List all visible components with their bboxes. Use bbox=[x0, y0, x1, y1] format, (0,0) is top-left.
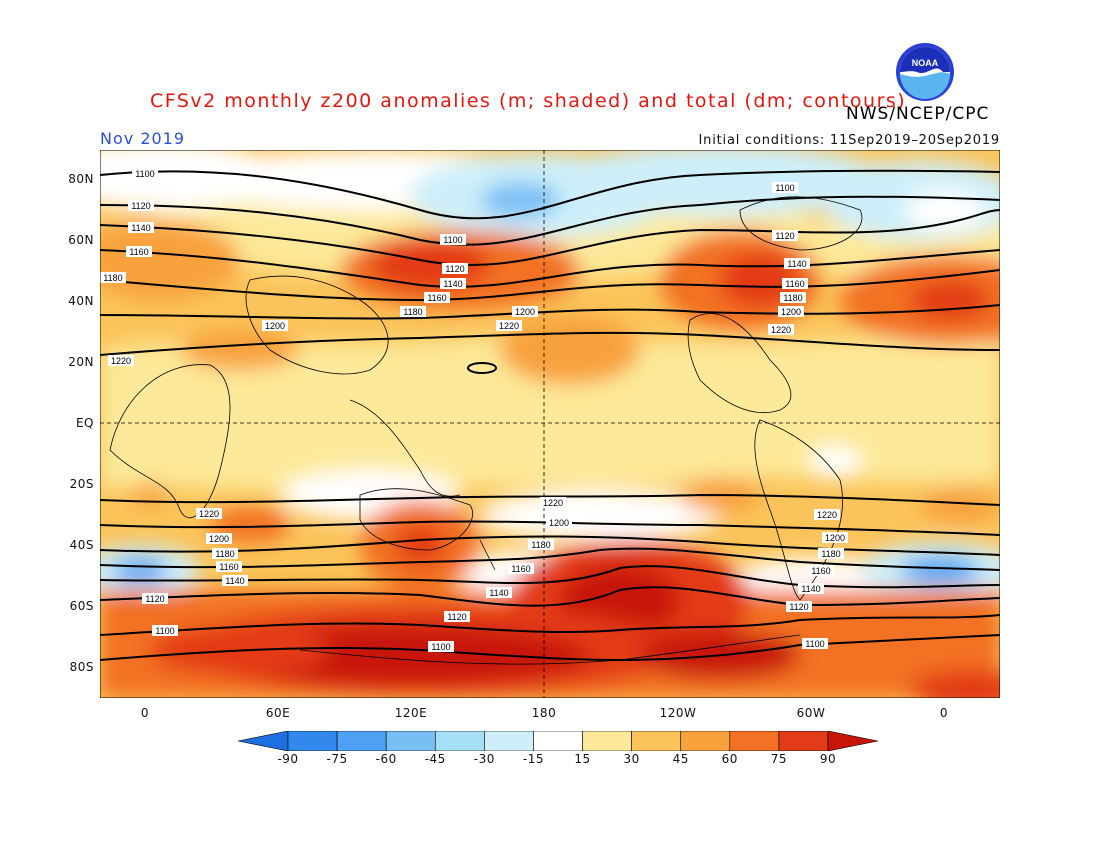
anomaly-shading bbox=[100, 150, 1000, 698]
longitude-label: 120W bbox=[659, 706, 697, 720]
contour-label: 1220 bbox=[543, 498, 563, 508]
contour-label: 1220 bbox=[499, 321, 519, 331]
contour-label: 1200 bbox=[825, 533, 845, 543]
colorbar-segment bbox=[827, 731, 878, 751]
latitude-label: 20S bbox=[69, 476, 94, 491]
contour-label: 1180 bbox=[531, 540, 550, 550]
contour-label: 1160 bbox=[219, 562, 238, 572]
longitude-label: 60W bbox=[796, 706, 826, 720]
map-panel: 1100 1120 1140 1160 1180 1200 1220 1100 … bbox=[100, 150, 1000, 698]
contour-label: 1100 bbox=[155, 626, 174, 636]
colorbar-segment bbox=[434, 731, 485, 751]
latitude-label: 20N bbox=[68, 355, 94, 370]
latitude-label: 80N bbox=[68, 172, 94, 187]
contour-label: 1160 bbox=[811, 566, 830, 576]
contour-label: 1180 bbox=[215, 549, 234, 559]
colorbar bbox=[238, 731, 878, 751]
forecast-month: Nov 2019 bbox=[100, 129, 186, 148]
logo-text: NOAA bbox=[912, 58, 939, 68]
contour-label: 1100 bbox=[431, 642, 450, 652]
contour-label: 1140 bbox=[787, 259, 806, 269]
longitude-label: 0 bbox=[939, 706, 949, 720]
colorbar-tick-label: 75 bbox=[770, 752, 788, 766]
longitude-label: 0 bbox=[140, 706, 150, 720]
colorbar-segment bbox=[336, 731, 387, 751]
colorbar-tick-label: 15 bbox=[574, 752, 591, 766]
colorbar-segment bbox=[778, 731, 829, 751]
contour-label: 1200 bbox=[549, 518, 569, 528]
longitude-label: 120E bbox=[394, 706, 428, 720]
contour-label: 1180 bbox=[783, 293, 802, 303]
initial-conditions: Initial conditions: 11Sep2019–20Sep2019 bbox=[698, 133, 1000, 148]
colorbar-tick-label: -15 bbox=[522, 752, 544, 766]
contour-label: 1120 bbox=[445, 264, 464, 274]
contour-label: 1220 bbox=[111, 356, 131, 366]
contour-label: 1160 bbox=[129, 247, 148, 257]
contour-label: 1140 bbox=[131, 223, 150, 233]
latitude-label: 60S bbox=[69, 598, 94, 613]
colorbar-segment bbox=[582, 731, 632, 751]
contour-label: 1100 bbox=[135, 169, 154, 179]
contour-label: 1200 bbox=[515, 307, 535, 317]
colorbar-tick-label: -30 bbox=[473, 752, 495, 766]
contour-label: 1180 bbox=[403, 307, 422, 317]
map-title: CFSv2 monthly z200 anomalies (m; shaded)… bbox=[150, 90, 907, 112]
contour-label: 1100 bbox=[805, 639, 824, 649]
colorbar-tick-label: 90 bbox=[819, 752, 837, 766]
contour-label: 1140 bbox=[443, 279, 462, 289]
contour-label: 1140 bbox=[225, 576, 244, 586]
contour-label: 1160 bbox=[511, 564, 530, 574]
contour-label: 1140 bbox=[489, 588, 508, 598]
contour-label: 1220 bbox=[199, 509, 219, 519]
contour-label: 1100 bbox=[443, 235, 462, 245]
contour-label: 1120 bbox=[447, 612, 466, 622]
colorbar-segment bbox=[729, 731, 780, 751]
longitude-label: 180 bbox=[531, 706, 557, 720]
anomaly-map: 1100 1120 1140 1160 1180 1200 1220 1100 … bbox=[100, 150, 1000, 698]
colorbar-segment bbox=[484, 731, 534, 751]
contour-label: 1120 bbox=[775, 231, 794, 241]
latitude-label: 80S bbox=[69, 659, 94, 674]
colorbar-tick-label: -60 bbox=[375, 752, 397, 766]
colorbar-tick-label: 45 bbox=[672, 752, 689, 766]
colorbar-tick-label: -75 bbox=[326, 752, 348, 766]
longitude-label: 60E bbox=[265, 706, 291, 720]
latitude-label: 40S bbox=[69, 537, 94, 552]
contour-label: 1200 bbox=[209, 534, 229, 544]
contour-label: 1120 bbox=[131, 201, 150, 211]
contour-label: 1120 bbox=[789, 602, 808, 612]
contour-label: 1220 bbox=[771, 325, 791, 335]
organization-label: NWS/NCEP/CPC bbox=[846, 104, 990, 124]
colorbar-tick-label: 30 bbox=[623, 752, 640, 766]
colorbar-tick-label: 60 bbox=[721, 752, 738, 766]
colorbar-segment bbox=[287, 731, 338, 751]
contour-label: 1120 bbox=[145, 594, 164, 604]
colorbar-segment bbox=[631, 731, 682, 751]
latitude-label: 60N bbox=[68, 233, 94, 248]
contour-label: 1180 bbox=[103, 273, 122, 283]
contour-label: 1160 bbox=[785, 279, 804, 289]
contour-label: 1200 bbox=[265, 321, 285, 331]
colorbar-segment bbox=[533, 731, 583, 751]
contour-label: 1180 bbox=[821, 549, 840, 559]
colorbar-tick-label: -45 bbox=[424, 752, 446, 766]
contour-label: 1200 bbox=[781, 307, 801, 317]
contour-label: 1140 bbox=[801, 584, 820, 594]
contour-label: 1160 bbox=[427, 293, 446, 303]
colorbar-segment bbox=[385, 731, 436, 751]
latitude-label: 40N bbox=[68, 294, 94, 309]
contour-label: 1100 bbox=[775, 183, 794, 193]
noaa-logo: NOAA bbox=[896, 43, 954, 101]
coastlines bbox=[109, 196, 863, 665]
contour-label: 1220 bbox=[817, 510, 837, 520]
colorbar-segment bbox=[238, 731, 289, 751]
latitude-label: EQ bbox=[75, 416, 94, 430]
colorbar-tick-label: -90 bbox=[277, 752, 299, 766]
contour-labels: 1100 1120 1140 1160 1180 1200 1220 1100 … bbox=[100, 168, 848, 652]
colorbar-segment bbox=[680, 731, 731, 751]
